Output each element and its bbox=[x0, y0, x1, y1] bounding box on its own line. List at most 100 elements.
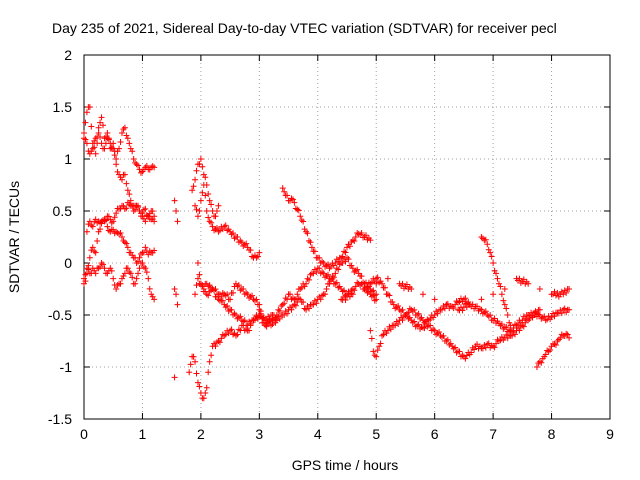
data-point bbox=[552, 342, 559, 349]
data-point bbox=[110, 145, 117, 152]
data-point bbox=[107, 140, 114, 147]
data-point bbox=[535, 311, 542, 318]
data-point bbox=[551, 288, 558, 295]
data-point bbox=[92, 270, 99, 277]
data-point bbox=[355, 270, 362, 277]
data-point bbox=[456, 348, 463, 355]
data-point bbox=[384, 327, 391, 334]
data-point bbox=[171, 374, 178, 381]
data-point bbox=[190, 183, 197, 190]
data-point bbox=[491, 344, 498, 351]
data-point bbox=[538, 359, 545, 366]
data-point bbox=[386, 292, 393, 299]
data-point bbox=[485, 246, 492, 253]
data-point bbox=[554, 289, 561, 296]
data-point bbox=[121, 270, 128, 277]
data-point bbox=[288, 195, 295, 202]
data-point bbox=[126, 269, 133, 276]
data-point bbox=[434, 330, 441, 337]
data-point bbox=[206, 282, 213, 289]
data-point bbox=[200, 182, 207, 188]
data-point bbox=[118, 234, 125, 240]
data-point bbox=[113, 156, 120, 162]
data-point bbox=[291, 301, 298, 308]
data-point bbox=[284, 192, 291, 199]
data-point bbox=[81, 275, 87, 282]
data-point bbox=[107, 265, 114, 272]
data-point bbox=[310, 270, 317, 277]
data-point bbox=[95, 228, 102, 235]
data-point bbox=[206, 288, 213, 295]
data-point bbox=[97, 133, 104, 140]
data-point bbox=[551, 341, 558, 348]
data-point bbox=[127, 249, 134, 256]
data-point bbox=[86, 104, 93, 110]
data-point bbox=[288, 306, 295, 313]
data-point bbox=[424, 316, 431, 323]
data-point bbox=[192, 291, 199, 298]
data-point bbox=[247, 293, 254, 300]
data-point bbox=[126, 140, 133, 147]
data-point bbox=[478, 306, 485, 313]
data-point bbox=[425, 317, 432, 324]
data-point bbox=[533, 364, 540, 370]
data-point bbox=[462, 295, 469, 302]
data-point bbox=[219, 226, 226, 233]
data-point bbox=[342, 296, 349, 303]
data-point bbox=[306, 237, 313, 244]
data-point bbox=[149, 208, 156, 215]
series-track-11 bbox=[279, 185, 374, 272]
data-point bbox=[222, 331, 229, 338]
data-point bbox=[95, 130, 102, 136]
data-point bbox=[308, 244, 315, 251]
data-point bbox=[389, 299, 396, 305]
data-point bbox=[383, 330, 390, 337]
data-point bbox=[145, 213, 152, 220]
data-point bbox=[409, 308, 416, 315]
y-tick-label: -0.5 bbox=[48, 307, 72, 323]
data-point bbox=[224, 227, 231, 234]
data-point bbox=[373, 275, 380, 282]
data-point bbox=[326, 280, 333, 287]
data-point bbox=[208, 201, 215, 208]
data-point bbox=[114, 168, 121, 175]
data-point bbox=[322, 291, 329, 298]
data-point bbox=[494, 275, 501, 282]
data-point bbox=[197, 197, 204, 204]
data-point bbox=[222, 222, 229, 229]
data-point bbox=[503, 305, 510, 312]
data-point bbox=[256, 301, 263, 308]
data-point bbox=[151, 213, 158, 220]
data-point bbox=[367, 280, 374, 287]
data-point bbox=[373, 291, 380, 298]
data-point bbox=[88, 222, 95, 229]
data-point bbox=[279, 185, 286, 192]
data-point bbox=[102, 217, 109, 224]
data-point bbox=[151, 164, 158, 171]
data-point bbox=[135, 258, 142, 265]
data-point bbox=[370, 287, 377, 294]
data-point bbox=[327, 278, 334, 285]
data-point bbox=[205, 191, 212, 198]
data-point bbox=[349, 291, 356, 298]
data-point bbox=[349, 237, 356, 244]
data-point bbox=[374, 347, 381, 354]
data-point bbox=[230, 230, 237, 237]
data-point bbox=[430, 326, 437, 333]
data-point bbox=[479, 345, 486, 352]
data-point bbox=[89, 145, 96, 152]
data-point bbox=[235, 326, 242, 333]
data-point bbox=[436, 329, 443, 336]
data-point bbox=[403, 310, 410, 317]
data-point bbox=[392, 322, 399, 329]
x-tick-label: 2 bbox=[197, 426, 205, 442]
series-track-17 bbox=[533, 330, 573, 370]
data-point bbox=[453, 349, 460, 356]
data-point bbox=[307, 271, 314, 278]
x-tick-label: 5 bbox=[372, 426, 380, 442]
y-tick-label: 1.5 bbox=[53, 99, 73, 115]
data-point bbox=[555, 336, 562, 343]
y-tick-label: 2 bbox=[64, 47, 72, 63]
data-point bbox=[358, 273, 365, 280]
data-point bbox=[520, 323, 527, 330]
